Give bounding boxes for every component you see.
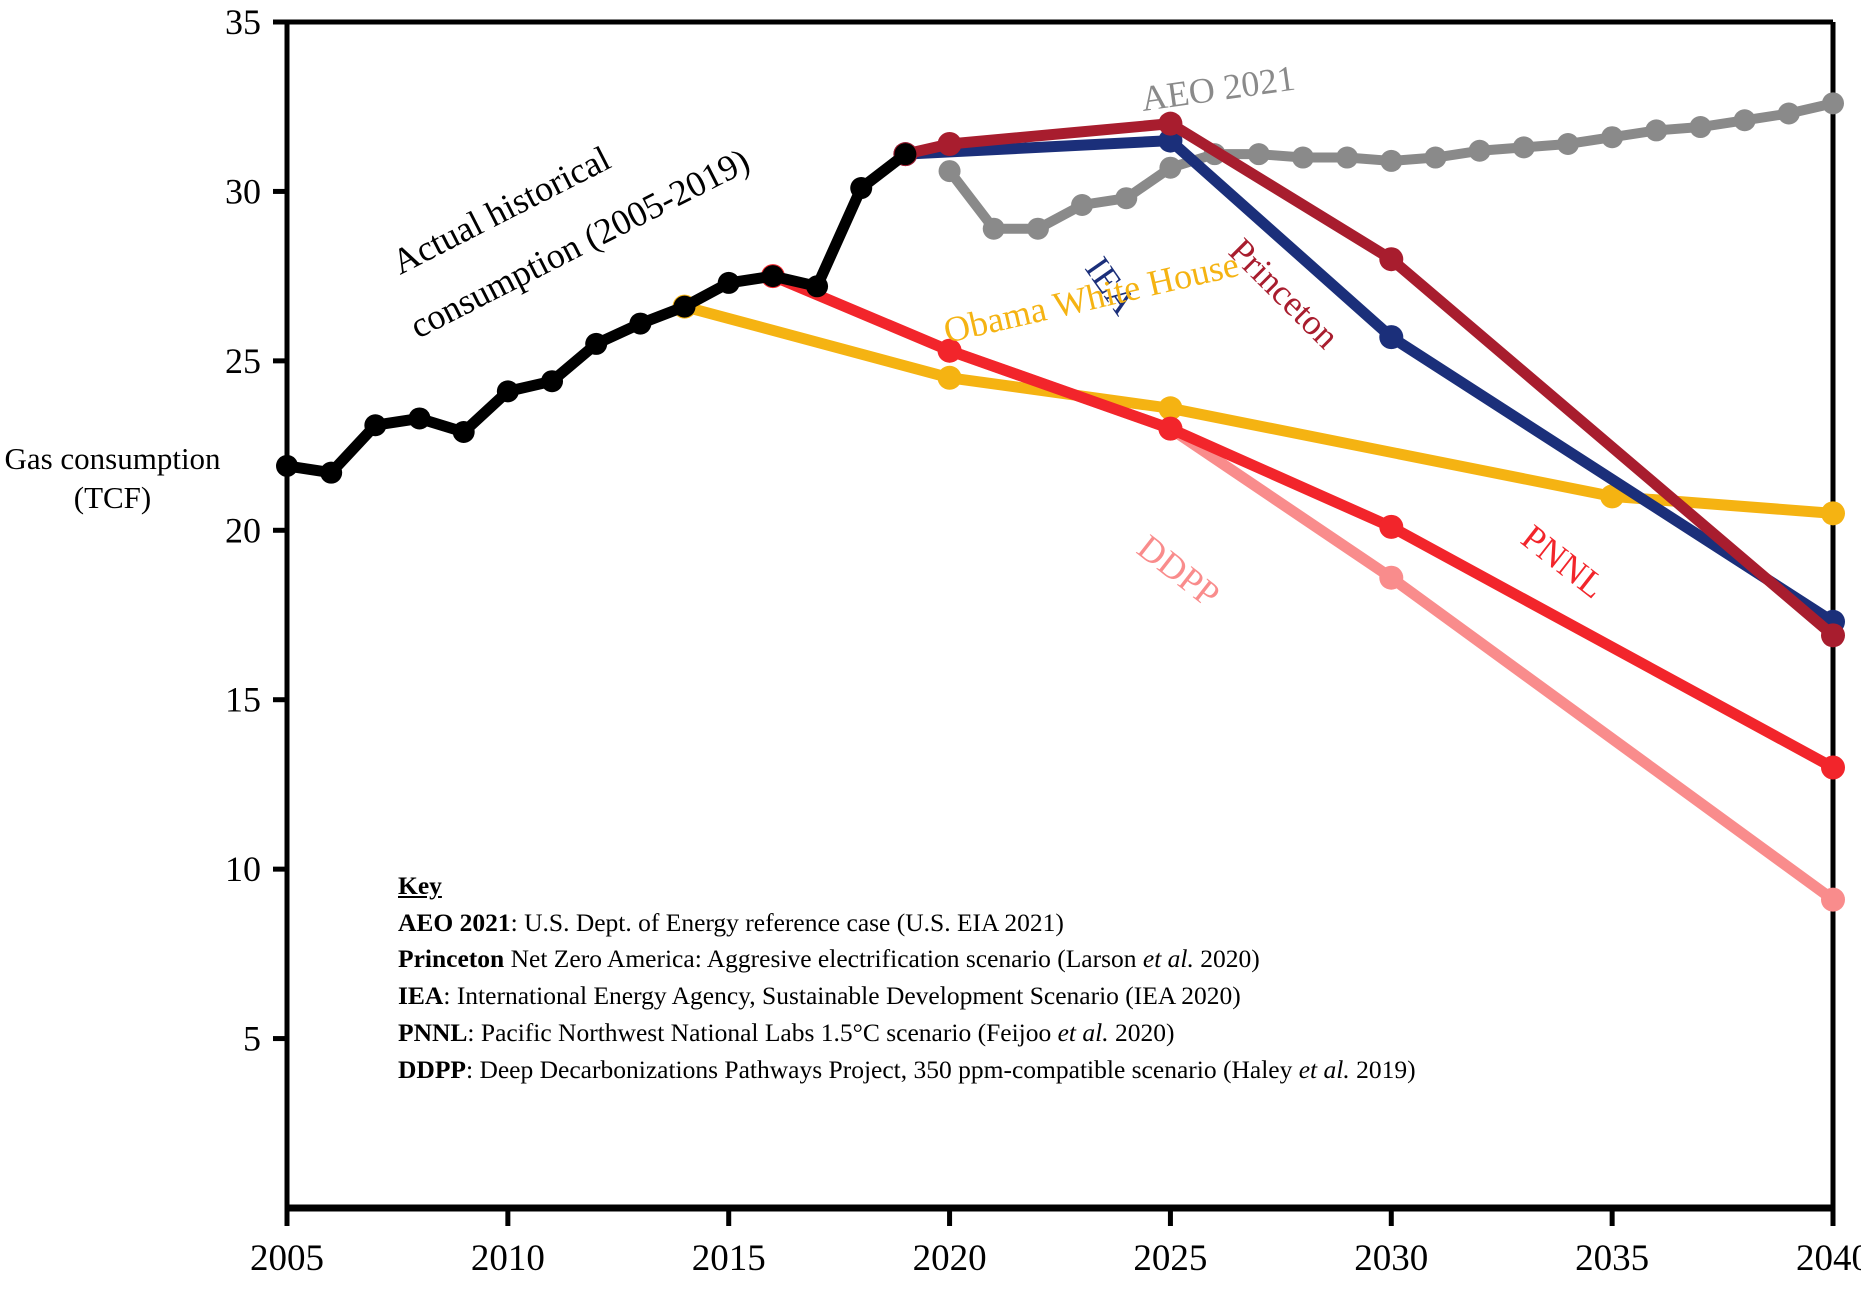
data-point-marker — [806, 275, 829, 298]
y-tick-label: 30 — [225, 171, 261, 211]
data-point-marker — [1556, 132, 1579, 155]
key-entry: DDPP: Deep Decarbonizations Pathways Pro… — [398, 1054, 1416, 1084]
data-point-marker — [408, 407, 431, 430]
data-point-marker — [1158, 416, 1183, 441]
data-point-marker — [1424, 146, 1447, 169]
data-point-marker — [937, 365, 962, 390]
y-axis-title: Gas consumption (TCF) — [0, 440, 225, 518]
data-point-marker — [320, 461, 343, 484]
x-tick-label: 2025 — [1133, 1238, 1207, 1279]
data-point-marker — [982, 217, 1005, 240]
data-point-marker — [452, 421, 475, 444]
y-tick-label: 5 — [243, 1019, 261, 1059]
key-entry: AEO 2021: U.S. Dept. of Energy reference… — [398, 907, 1064, 937]
annotation-pnnl: PNNL — [1514, 517, 1613, 606]
data-point-marker — [1645, 119, 1668, 142]
data-point-marker — [937, 338, 962, 363]
data-point-marker — [629, 312, 652, 335]
data-point-marker — [1115, 187, 1138, 210]
data-point-marker — [1822, 92, 1844, 115]
x-tick-label: 2035 — [1575, 1238, 1649, 1279]
data-point-marker — [894, 143, 917, 166]
x-tick-label: 2020 — [913, 1238, 987, 1279]
data-point-marker — [1026, 217, 1049, 240]
data-point-marker — [1158, 128, 1183, 153]
data-point-marker — [585, 332, 608, 355]
series-actual-historical-consumption-2005-2019 — [276, 143, 917, 484]
data-point-marker — [1159, 156, 1182, 179]
data-point-marker — [850, 177, 873, 200]
data-point-marker — [1777, 102, 1800, 125]
y-tick-label: 20 — [225, 510, 261, 550]
data-point-marker — [1291, 146, 1314, 169]
data-point-marker — [276, 454, 298, 477]
data-point-marker — [1380, 149, 1403, 172]
series-ddpp — [937, 338, 1845, 912]
data-point-marker — [1158, 111, 1183, 136]
annotation-obama-white-house: Obama White House — [940, 244, 1243, 351]
y-tick-label: 10 — [225, 849, 261, 889]
key-entry: IEA: International Energy Agency, Sustai… — [398, 981, 1241, 1011]
y-tick-label: 25 — [225, 341, 261, 381]
data-point-marker — [1689, 116, 1712, 139]
data-point-marker — [1821, 501, 1845, 526]
series-obama-white-house — [672, 294, 1845, 526]
data-point-marker — [541, 370, 564, 393]
data-point-marker — [1512, 136, 1535, 159]
chart-key: Key AEO 2021: U.S. Dept. of Energy refer… — [398, 868, 1416, 1088]
data-point-marker — [938, 160, 961, 183]
data-point-marker — [1821, 887, 1845, 912]
y-tick-label: 15 — [225, 680, 261, 720]
annotation-ddpp: DDPP — [1130, 527, 1227, 615]
y-tick-label: 35 — [225, 2, 261, 42]
key-entry: Princeton Net Zero America: Aggresive el… — [398, 944, 1260, 974]
series-aeo-2021 — [938, 92, 1844, 240]
x-tick-label: 2030 — [1354, 1238, 1428, 1279]
data-point-marker — [673, 295, 696, 318]
data-point-marker — [1247, 143, 1270, 166]
series-line — [899, 135, 1839, 628]
key-entry-list: AEO 2021: U.S. Dept. of Energy reference… — [398, 905, 1416, 1089]
annotation-aeo-2021: AEO 2021 — [1139, 58, 1298, 119]
data-point-marker — [1379, 565, 1404, 590]
data-point-marker — [1600, 484, 1625, 509]
data-point-marker — [496, 380, 519, 403]
y-axis-title-line1: Gas consumption — [4, 441, 221, 476]
data-point-marker — [364, 414, 387, 437]
y-axis-title-line2: (TCF) — [73, 479, 152, 515]
data-point-marker — [937, 131, 962, 156]
x-tick-label: 2010 — [471, 1238, 545, 1279]
data-point-marker — [1601, 126, 1624, 149]
key-entry: PNNL: Pacific Northwest National Labs 1.… — [398, 1017, 1175, 1047]
data-point-marker — [1468, 139, 1491, 162]
data-point-marker — [1379, 247, 1404, 272]
chart-series-group — [276, 92, 1845, 912]
data-point-marker — [1158, 396, 1183, 421]
data-point-marker — [1071, 193, 1094, 216]
data-point-marker — [761, 265, 784, 288]
x-tick-label: 2040 — [1796, 1238, 1861, 1279]
data-point-marker — [1379, 514, 1404, 539]
data-point-marker — [1821, 755, 1845, 780]
x-tick-label: 2015 — [692, 1238, 766, 1279]
key-title: Key — [398, 871, 442, 900]
data-point-marker — [1336, 146, 1359, 169]
x-tick-label: 2005 — [250, 1238, 324, 1279]
data-point-marker — [717, 271, 740, 294]
series-line — [944, 345, 1839, 906]
data-point-marker — [1821, 623, 1845, 648]
data-point-marker — [1379, 325, 1404, 350]
data-point-marker — [1733, 109, 1756, 132]
